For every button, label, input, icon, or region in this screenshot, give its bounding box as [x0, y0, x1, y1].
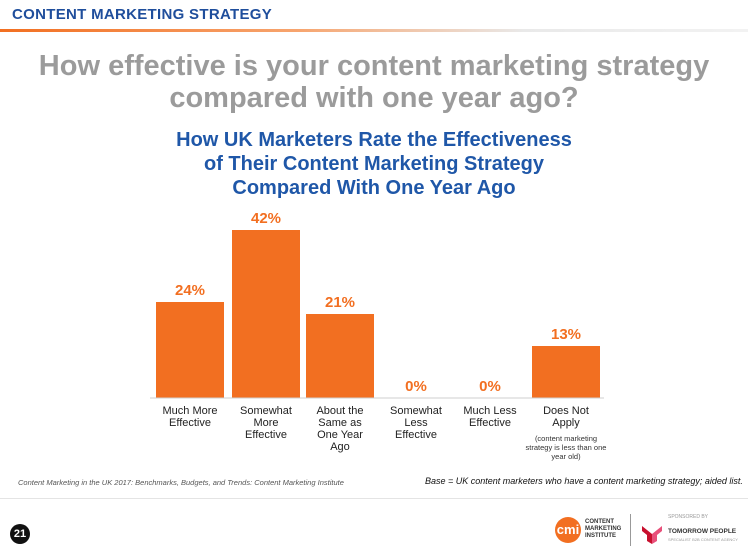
- sponsor-tagline: SPECIALIST B2B CONTENT AGENCY: [668, 537, 738, 542]
- x-tick-label: Somewhat More Effective: [224, 405, 308, 441]
- x-tick-label-line: Much More: [162, 405, 218, 417]
- question-line: How effective is your content marketing …: [38, 50, 710, 82]
- x-tick-label-line: Effective: [169, 417, 211, 429]
- bar-value-label: 21%: [325, 294, 355, 311]
- x-tick-label-line: Somewhat: [390, 405, 442, 417]
- x-tick-label-line: Less: [404, 417, 428, 429]
- x-tick-label-line: Much Less: [463, 405, 517, 417]
- bar: [532, 346, 600, 398]
- bar-value-label: 0%: [405, 378, 427, 395]
- x-tick-label-line: Ago: [330, 441, 350, 453]
- x-tick-label-line: Somewhat: [240, 405, 292, 417]
- x-tick-label: Much Less Effective: [448, 405, 532, 429]
- bar-value-label: 24%: [175, 282, 205, 299]
- x-tick-label-line: More: [253, 417, 279, 429]
- x-tick-label-line: Effective: [469, 417, 511, 429]
- chart-title-line: Compared With One Year Ago: [232, 177, 516, 199]
- bar-value-label: 0%: [479, 378, 501, 395]
- base-note: Base = UK content marketers who have a c…: [425, 476, 743, 486]
- bar-value-label: 13%: [551, 326, 581, 343]
- x-tick-label: Much More Effective: [148, 405, 232, 429]
- logo-divider: [630, 514, 631, 546]
- section-title: CONTENT MARKETING STRATEGY: [12, 6, 273, 23]
- category-note: (content marketing strategy is less than…: [525, 434, 607, 461]
- bar: [306, 314, 374, 398]
- bar: [156, 302, 224, 398]
- x-tick-label-line: Does Not: [543, 405, 589, 417]
- x-tick-label-line: Apply: [552, 417, 580, 429]
- sponsored-by-label: SPONSORED BY: [668, 514, 709, 520]
- survey-question: How effective is your content marketing …: [0, 50, 748, 114]
- bar: [232, 230, 300, 398]
- x-tick-label: Somewhat Less Effective: [374, 405, 458, 441]
- x-tick-label-line: One Year: [317, 429, 363, 441]
- chart-title-line: of Their Content Marketing Strategy: [203, 153, 545, 175]
- sponsor-name: TOMORROW PEOPLE: [668, 528, 737, 535]
- cmi-name: CONTENT MARKETING INSTITUTE: [585, 519, 622, 539]
- footer-divider: [0, 498, 748, 499]
- chart-title: How UK Marketers Rate the Effectiveness …: [0, 128, 748, 200]
- x-tick-label-line: Effective: [245, 429, 287, 441]
- x-tick-label-line: Same as: [318, 417, 362, 429]
- section-header: CONTENT MARKETING STRATEGY: [0, 0, 748, 32]
- x-tick-label: Does Not Apply: [524, 405, 608, 429]
- x-tick-label-line: Effective: [395, 429, 437, 441]
- header-divider: [0, 29, 748, 32]
- page-number: 21: [10, 524, 30, 544]
- tomorrow-people-logo-icon: [642, 526, 662, 544]
- bar-value-label: 42%: [251, 210, 281, 227]
- cmi-logo-icon: cmi: [555, 517, 581, 543]
- x-tick-label: About the Same as One Year Ago: [298, 405, 382, 453]
- source-note: Content Marketing in the UK 2017: Benchm…: [18, 478, 344, 487]
- chart-title-line: How UK Marketers Rate the Effectiveness: [176, 129, 572, 151]
- question-line: compared with one year ago?: [169, 82, 579, 114]
- x-tick-label-line: About the: [316, 405, 364, 417]
- header-band: [0, 0, 300, 30]
